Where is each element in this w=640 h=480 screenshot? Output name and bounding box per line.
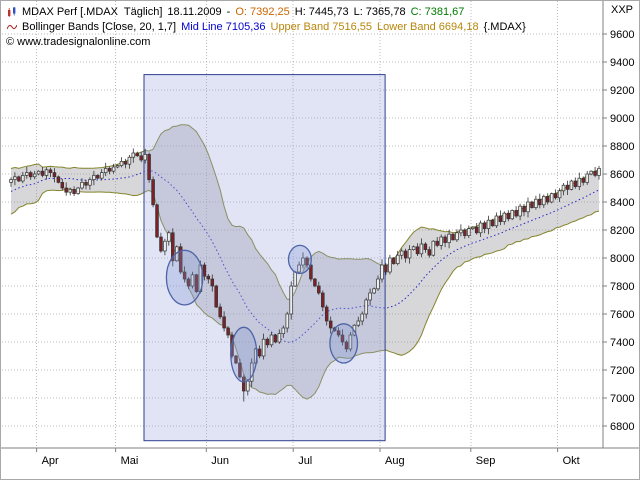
quote-date: 18.11.2009: [167, 5, 222, 18]
y-tick-label: 9600: [610, 29, 634, 41]
y-tick-label: 8200: [610, 225, 634, 237]
indicator-line: Bollinger Bands [Close, 20, 1,7] Mid Lin…: [6, 19, 526, 34]
instrument-line: MDAX Perf [.MDAX Täglich] 18.11.2009 - O…: [6, 4, 526, 19]
x-tick-label: Sep: [476, 455, 496, 467]
axis-unit-label: XXP: [610, 4, 633, 16]
x-tick-label: Aug: [385, 455, 405, 467]
chart-header: MDAX Perf [.MDAX Täglich] 18.11.2009 - O…: [6, 4, 526, 49]
y-tick-label: 9200: [610, 85, 634, 97]
y-tick-label: 7400: [610, 337, 634, 349]
x-tick-label: Okt: [563, 455, 580, 467]
y-tick-label: 9400: [610, 57, 634, 69]
y-tick-label: 8000: [610, 253, 634, 265]
copyright-line: © www.tradesignalonline.com: [6, 34, 526, 49]
y-tick-label: 7000: [610, 393, 634, 405]
x-tick-label: Apr: [42, 455, 59, 467]
y-axis[interactable]: 6800 7000 7200 7400 7600 7800 8000 8200 8400 8600…: [602, 1, 634, 448]
indicator-name: Bollinger Bands [Close, 20, 1,7]: [22, 20, 177, 33]
y-tick-label: 8800: [610, 141, 634, 153]
indicator-icon: [6, 21, 17, 32]
x-tick-label: Jun: [211, 455, 229, 467]
open-value: O: 7392,25: [235, 5, 290, 18]
instrument-title: MDAX Perf [.MDAX Täglich]: [22, 5, 163, 18]
separator: -: [226, 5, 231, 18]
y-tick-label: 6800: [610, 421, 634, 433]
copyright-text: © www.tradesignalonline.com: [6, 35, 151, 48]
low-value: L: 7365,78: [353, 5, 406, 18]
selection-rectangle[interactable]: [143, 74, 386, 442]
y-tick-label: 7600: [610, 309, 634, 321]
x-axis[interactable]: Apr Mai Jun Jul Aug Sep Okt: [1, 447, 640, 467]
x-tick-label: Jul: [298, 455, 312, 467]
y-tick-label: 9000: [610, 113, 634, 125]
pattern-ellipses[interactable]: [165, 244, 359, 383]
mid-line-value: Mid Line 7105,36: [181, 20, 266, 33]
indicator-symbol: {.MDAX}: [483, 20, 526, 33]
lower-band-value: Lower Band 6694,18: [377, 20, 479, 33]
y-tick-label: 8600: [610, 169, 634, 181]
candlestick-chart-icon: [6, 6, 17, 17]
close-value: C: 7381,67: [410, 5, 465, 18]
upper-band-value: Upper Band 7516,55: [270, 20, 373, 33]
y-tick-label: 7800: [610, 281, 634, 293]
y-tick-label: 8400: [610, 197, 634, 209]
x-tick-label: Mai: [121, 455, 139, 467]
high-value: H: 7445,73: [294, 5, 349, 18]
y-tick-label: 7200: [610, 365, 634, 377]
